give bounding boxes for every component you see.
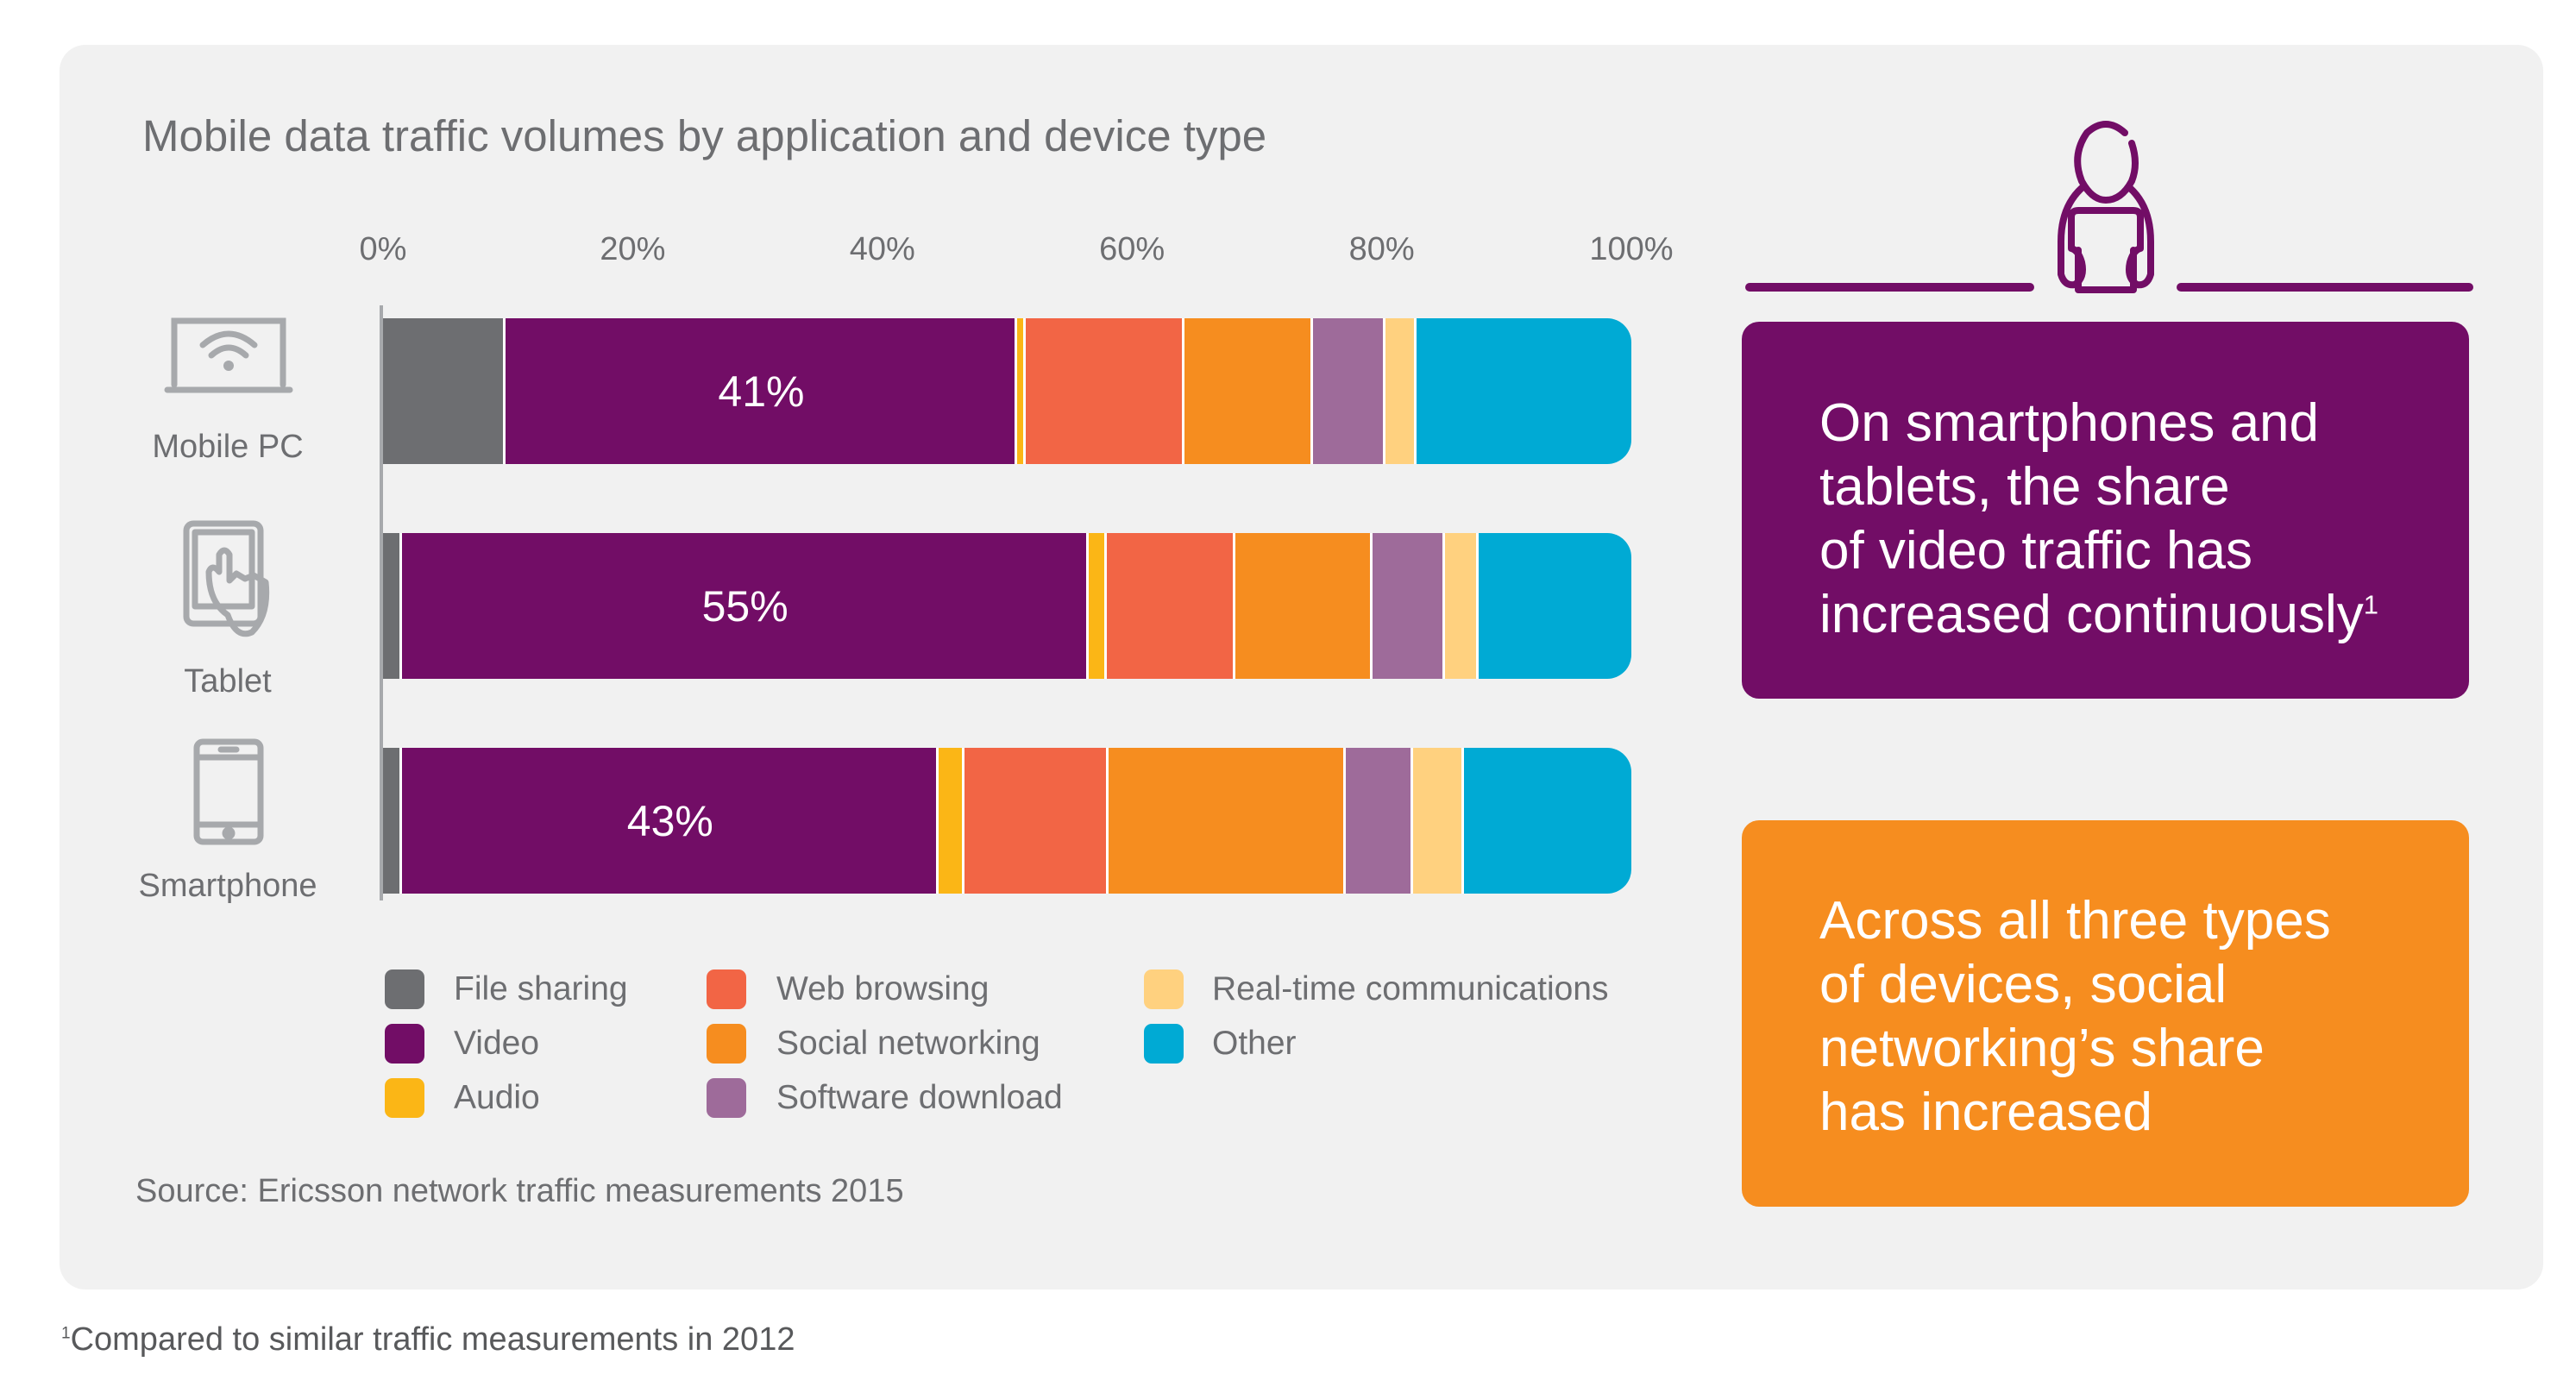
bar-segment-software-download	[1313, 318, 1385, 464]
callout-line: tablets, the share	[1819, 457, 2230, 517]
callout-line: of devices, social	[1819, 955, 2227, 1014]
bar-segment-real-time-communications	[1385, 318, 1417, 464]
footnote-marker: 1	[2363, 589, 2378, 620]
legend-label: Other	[1212, 1025, 1297, 1062]
legend-swatch	[707, 1024, 746, 1064]
legend-swatch	[1144, 969, 1184, 1009]
bar-smartphone: 43%	[383, 748, 1631, 894]
legend-label: Social networking	[776, 1025, 1040, 1062]
smartphone-icon	[193, 738, 264, 845]
chart-title: Mobile data traffic volumes by applicati…	[142, 111, 1267, 160]
bar-segment-video	[505, 318, 1018, 464]
legend-swatch	[707, 1078, 746, 1118]
legend-label: Audio	[454, 1079, 540, 1116]
callout-video: On smartphones and tablets, the share of…	[1742, 322, 2469, 699]
bar-tablet: 55%	[383, 533, 1631, 679]
callout-line-text: increased continuously	[1819, 585, 2364, 644]
y-axis-line	[380, 305, 383, 900]
source-note: Source: Ericsson network traffic measure…	[135, 1173, 904, 1209]
x-tick-label: 60%	[1099, 231, 1165, 267]
data-label: 55%	[701, 581, 789, 631]
bar-segment-other	[1464, 748, 1631, 894]
bar-mobile-pc: 41%	[383, 318, 1631, 464]
bar-segment-other	[1417, 318, 1631, 464]
bar-segment-social-networking	[1184, 318, 1313, 464]
bar-segment-video	[401, 533, 1089, 679]
legend-swatch	[1144, 1024, 1184, 1064]
legend-label: Software download	[776, 1079, 1063, 1116]
bar-segment-social-networking	[1235, 533, 1373, 679]
x-tick-label: 20%	[600, 231, 666, 267]
data-label: 41%	[718, 367, 805, 416]
bar-segment-real-time-communications	[1445, 533, 1480, 679]
bar-segment-real-time-communications	[1412, 748, 1465, 894]
bar-segment-web-browsing	[1107, 533, 1236, 679]
bar-segment-software-download	[1373, 533, 1446, 679]
bar-segment-social-networking	[1108, 748, 1346, 894]
x-tick-label: 80%	[1348, 231, 1415, 267]
legend-swatch	[385, 1024, 424, 1064]
legend-swatch	[707, 969, 746, 1009]
callout-line: increased continuously1	[1819, 583, 2469, 647]
legend-label: Web browsing	[776, 970, 990, 1007]
bar-segment-audio	[1088, 533, 1108, 679]
bar-segment-file-sharing	[383, 533, 402, 679]
legend-swatch	[385, 969, 424, 1009]
divider-right	[2177, 283, 2473, 292]
device-label-tablet: Tablet	[184, 663, 272, 700]
bar-segment-web-browsing	[1026, 318, 1184, 464]
bar-segment-audio	[1017, 318, 1027, 464]
callout-social: Across all three types of devices, socia…	[1742, 820, 2469, 1207]
bar-segment-web-browsing	[964, 748, 1109, 894]
callout-line: has increased	[1819, 1082, 2153, 1142]
tablet-touch-icon	[183, 520, 270, 637]
x-tick-label: 40%	[849, 231, 915, 267]
callout-line: of video traffic has	[1819, 521, 2253, 580]
legend-label: File sharing	[454, 970, 628, 1007]
data-label: 43%	[626, 796, 713, 845]
device-label-smartphone: Smartphone	[138, 868, 317, 904]
bar-segment-file-sharing	[383, 748, 402, 894]
callout-line: Across all three types	[1819, 891, 2331, 951]
x-tick-label: 100%	[1589, 231, 1674, 267]
footnote-text: Compared to similar traffic measurements…	[70, 1321, 795, 1358]
legend-label: Real-time communications	[1212, 970, 1609, 1007]
callout-line: On smartphones and	[1819, 393, 2320, 453]
person-with-tablet-icon	[2058, 121, 2154, 293]
device-label-mobile-pc: Mobile PC	[152, 429, 304, 465]
legend-swatch	[385, 1078, 424, 1118]
divider-left	[1745, 283, 2034, 292]
bar-segment-other	[1479, 533, 1631, 679]
bar-segment-video	[401, 748, 939, 894]
callout-line: networking’s share	[1819, 1019, 2265, 1078]
bar-segment-audio	[938, 748, 965, 894]
bar-segment-file-sharing	[383, 318, 506, 464]
bar-segment-software-download	[1345, 748, 1413, 894]
footnote: 1Compared to similar traffic measurement…	[61, 1321, 795, 1358]
footnote-marker: 1	[61, 1324, 71, 1343]
x-tick-label: 0%	[359, 231, 407, 267]
legend-label: Video	[454, 1025, 540, 1062]
laptop-wifi-icon	[164, 317, 293, 393]
